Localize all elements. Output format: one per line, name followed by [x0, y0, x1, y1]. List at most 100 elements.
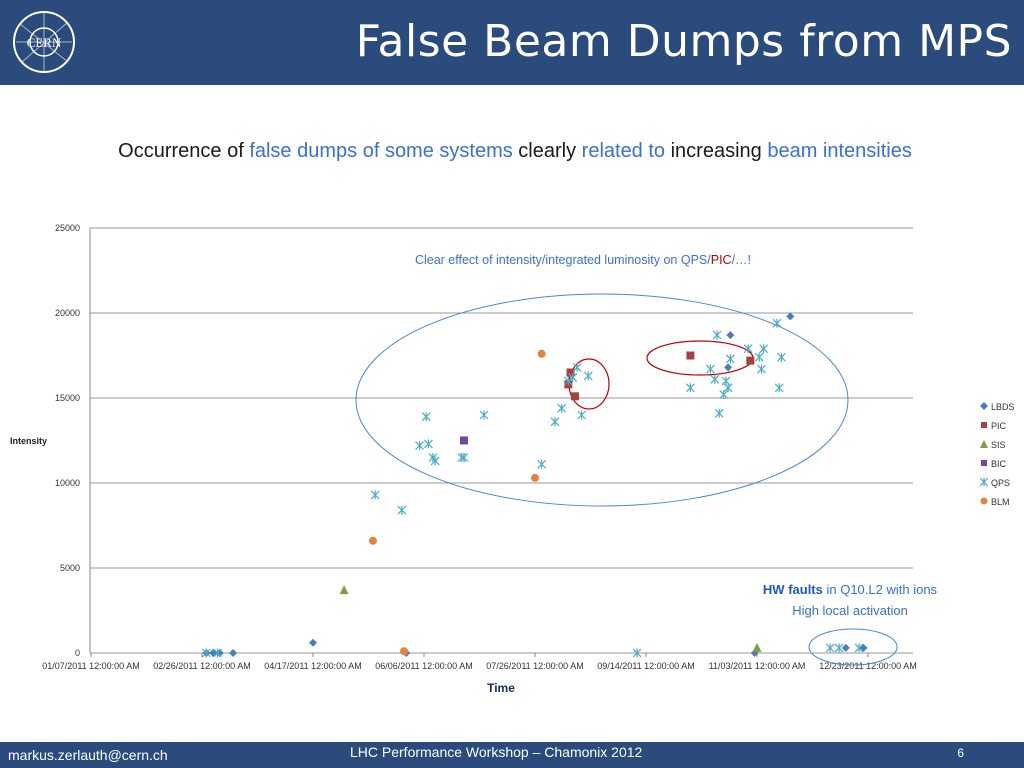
annotation-local-activation: High local activation: [792, 603, 908, 618]
y-tick-label: 5000: [60, 563, 80, 573]
data-point-pic: [566, 368, 575, 377]
data-point-qps: [825, 643, 835, 653]
legend-item-lbds: LBDS: [980, 400, 1024, 419]
data-point-qps: [459, 453, 469, 462]
legend-label: BIC: [991, 459, 1007, 469]
highlight-ellipse-hw: [808, 628, 898, 666]
legend-marker: [981, 460, 987, 466]
data-point-qps: [577, 410, 587, 420]
data-point-qps: [415, 441, 424, 451]
data-point-qps: [754, 352, 764, 362]
data-point-qps: [772, 318, 782, 328]
legend-marker: [980, 478, 989, 487]
x-tick-label: 01/07/2011 12:00:00 AM: [42, 661, 139, 671]
chart-legend: LBDS PIC SIS BIC QPS BLM: [980, 400, 1024, 514]
x-tick-label: 06/06/2011 12:00:00 AM: [375, 661, 472, 671]
data-point-lbds: [229, 649, 238, 657]
data-point-qps: [583, 371, 593, 381]
data-point-qps: [370, 490, 380, 500]
data-point-qps: [537, 459, 547, 469]
y-tick-label: 10000: [55, 478, 80, 488]
data-point-lbds: [841, 643, 850, 652]
subtitle-part: increasing: [665, 140, 768, 162]
subtitle-part: clearly: [512, 140, 582, 162]
legend-marker: [980, 440, 988, 448]
x-tick-label: 09/14/2011 12:00:00 AM: [597, 661, 694, 671]
x-tick-label: 07/26/2011 12:00:00 AM: [486, 661, 583, 671]
page-number: 6: [957, 746, 964, 760]
legend-marker: [981, 422, 987, 428]
x-tick-label: 02/26/2011 12:00:00 AM: [153, 661, 250, 671]
legend-label: BLM: [991, 497, 1010, 507]
data-point-lbds: [859, 643, 868, 652]
data-point-qps: [397, 505, 407, 515]
data-point-qps: [632, 648, 642, 658]
legend-label: PIC: [991, 421, 1007, 431]
data-point-qps: [568, 373, 578, 383]
cern-logo-text: CERN: [27, 35, 62, 50]
data-point-qps: [479, 410, 489, 420]
x-axis-title: Time: [487, 681, 515, 695]
data-point-qps: [421, 412, 431, 422]
y-tick-label: 20000: [55, 308, 80, 318]
conference-name: LHC Performance Workshop – Chamonix 2012: [350, 744, 643, 760]
data-point-qps: [719, 390, 729, 400]
data-point-lbds: [726, 331, 735, 340]
data-point-qps: [854, 643, 864, 653]
data-point-qps: [563, 376, 573, 386]
subtitle-part: false dumps of some systems: [249, 140, 513, 162]
data-point-blm: [400, 647, 409, 656]
y-tick-label: 0: [75, 648, 80, 658]
legend-marker: [980, 497, 988, 505]
x-tick-label: 11/03/2011 12:00:00 AM: [709, 661, 806, 671]
data-point-qps: [774, 383, 784, 393]
data-point-qps: [430, 456, 440, 466]
slide-subtitle: Occurrence of false dumps of some system…: [90, 136, 940, 167]
subtitle-part: Occurrence of: [118, 140, 250, 162]
data-point-qps: [776, 352, 786, 362]
data-point-blm: [531, 473, 539, 482]
scatter-chart: 0 5000 10000 15000 20000 25000 01/07/2011 12:0…: [10, 223, 938, 695]
data-point-pic: [686, 351, 695, 360]
data-point-qps: [557, 403, 567, 413]
data-point-qps: [213, 648, 222, 658]
highlight-ellipse-pic2: [646, 340, 754, 376]
page-title: False Beam Dumps from MPS: [355, 16, 1012, 67]
highlight-ellipse-pic: [568, 358, 610, 410]
highlight-ellipse-large: [355, 293, 849, 507]
y-tick-label: 15000: [55, 393, 80, 403]
data-point-qps: [714, 408, 724, 418]
data-point-qps: [202, 648, 211, 658]
data-point-lbds: [724, 363, 733, 372]
annotation-intensity-effect: Clear effect of intensity/integrated lum…: [415, 253, 751, 267]
cern-logo: CERN: [13, 11, 75, 73]
annotation-hw-faults: HW faults in Q10.L2 with ions: [763, 582, 938, 597]
data-point-qps: [725, 354, 735, 364]
data-point-qps: [759, 344, 769, 354]
data-point-qps: [834, 643, 844, 653]
legend-label: LBDS: [991, 402, 1015, 412]
legend-item-qps: QPS: [980, 476, 1024, 495]
y-tick-label: 25000: [55, 223, 80, 233]
data-point-blm: [537, 349, 546, 358]
data-point-sis: [752, 642, 762, 652]
subtitle-part: beam intensities: [767, 140, 912, 162]
x-tick-label: 04/17/2011 12:00:00 AM: [264, 661, 361, 671]
data-point-qps: [712, 330, 722, 340]
legend-item-blm: BLM: [980, 495, 1024, 514]
data-point-pic: [570, 392, 579, 401]
subtitle-part: related to: [581, 140, 666, 162]
data-point-blm: [368, 536, 377, 545]
data-point-qps: [743, 344, 753, 354]
author-email: markus.zerlauth@cern.ch: [8, 747, 168, 763]
legend-item-pic: PIC: [980, 419, 1024, 438]
data-point-qps: [424, 439, 433, 449]
legend-marker: [980, 402, 988, 410]
data-point-qps: [705, 364, 715, 374]
data-point-bic: [459, 436, 468, 445]
data-point-qps: [572, 362, 582, 372]
header-bar: CERN False Beam Dumps from MPS: [0, 0, 1024, 85]
data-point-lbds: [309, 638, 317, 647]
data-point-pic: [746, 356, 755, 365]
data-point-lbds: [786, 312, 795, 321]
